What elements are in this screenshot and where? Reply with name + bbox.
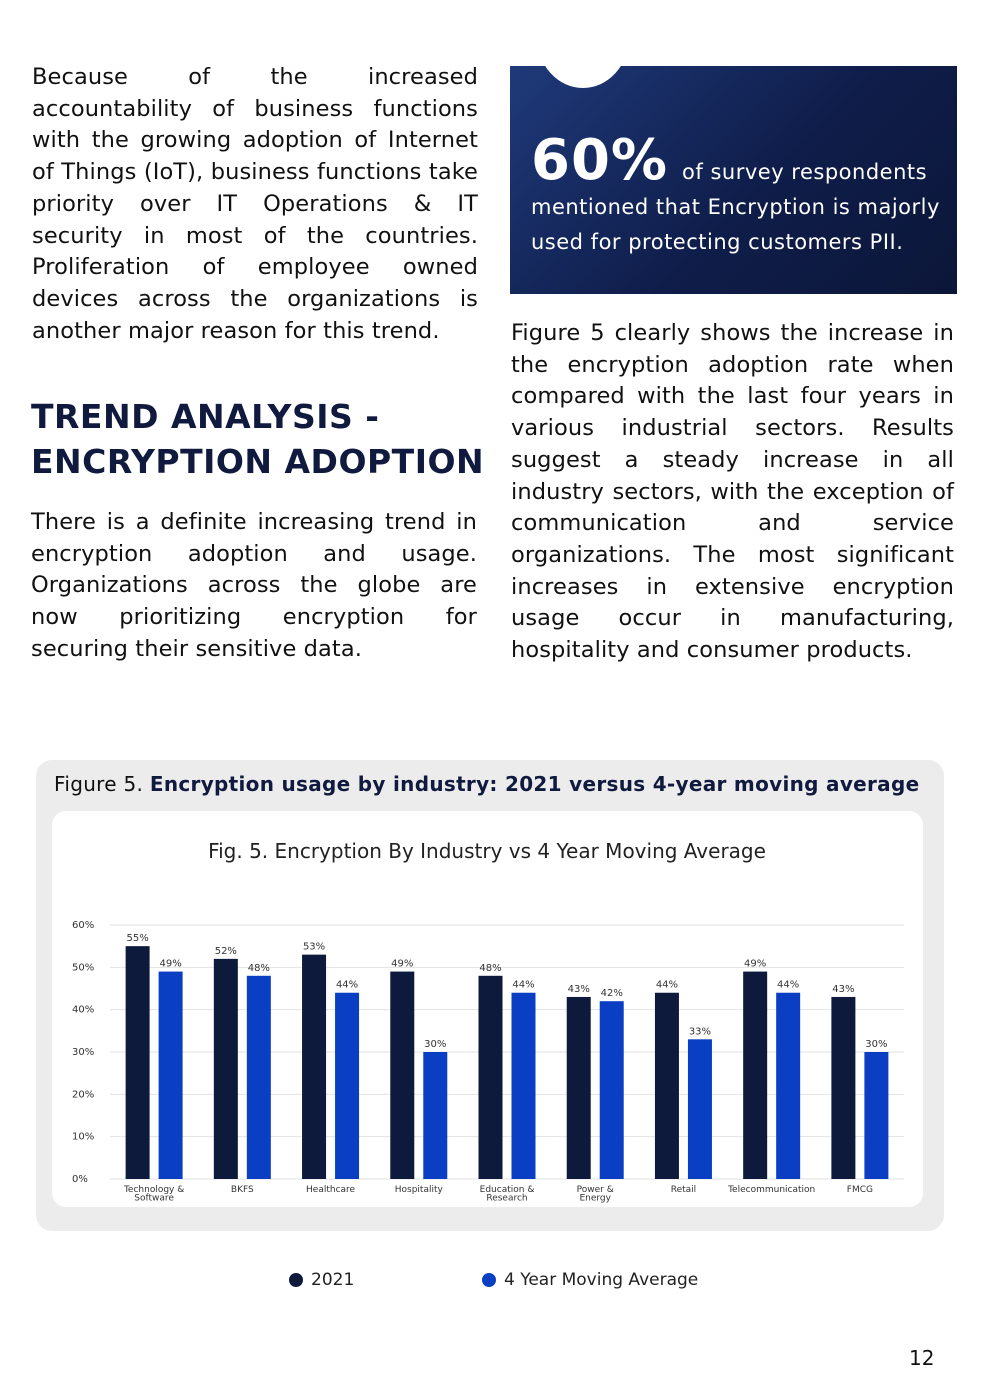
y-tick-label: 40% — [72, 1005, 94, 1016]
section-heading-line-1: TREND ANALYSIS - — [31, 397, 380, 436]
x-category-label: BKFS — [231, 1185, 254, 1195]
figure-discussion-paragraph: Figure 5 clearly shows the increase in t… — [511, 320, 954, 664]
legend-dot-2021 — [289, 1273, 303, 1287]
bar-moving-average — [511, 992, 536, 1179]
x-category-label: Energy — [579, 1194, 611, 1204]
bar-moving-average — [864, 1052, 889, 1179]
page-number: 12 — [909, 1346, 935, 1370]
data-label-moving-average: 42% — [601, 988, 623, 999]
stat-callout: 60% of survey respondents mentioned that … — [510, 66, 957, 294]
bar-2021 — [654, 992, 679, 1179]
bar-2021 — [566, 996, 591, 1179]
y-tick-label: 50% — [72, 962, 94, 973]
bar-2021 — [302, 954, 327, 1179]
data-label-2021: 44% — [656, 980, 678, 991]
x-category-label: Healthcare — [306, 1185, 356, 1195]
y-tick-label: 30% — [72, 1047, 94, 1058]
y-tick-label: 0% — [72, 1174, 88, 1185]
data-label-moving-average: 44% — [777, 980, 799, 991]
y-tick-label: 60% — [72, 920, 94, 931]
bar-2021 — [390, 971, 415, 1179]
x-category-label: Education & — [480, 1185, 535, 1195]
bar-moving-average — [687, 1039, 712, 1179]
data-label-2021: 48% — [479, 963, 501, 974]
x-category-label: Software — [134, 1194, 174, 1204]
legend-label-2021: 2021 — [311, 1270, 355, 1290]
legend-label-moving-average: 4 Year Moving Average — [504, 1270, 699, 1290]
data-label-moving-average: 30% — [424, 1039, 446, 1050]
data-label-2021: 43% — [568, 984, 590, 995]
bar-2021 — [743, 971, 768, 1179]
data-label-moving-average: 44% — [336, 980, 358, 991]
callout-notch-decoration — [537, 66, 629, 88]
data-label-2021: 53% — [303, 942, 325, 953]
intro-paragraph: Because of the increased accountability … — [32, 64, 478, 344]
data-label-moving-average: 44% — [512, 980, 534, 991]
callout-text: mentioned that Encryption is majorly use… — [531, 195, 940, 254]
bar-moving-average — [599, 1001, 624, 1179]
figure-caption-title: Encryption usage by industry: 2021 versu… — [149, 772, 920, 796]
section-heading: TREND ANALYSIS - ENCRYPTION ADOPTION — [31, 394, 491, 484]
data-label-2021: 49% — [744, 959, 766, 970]
chart-title: Fig. 5. Encryption By Industry vs 4 Year… — [208, 839, 766, 863]
bar-2021 — [125, 946, 150, 1179]
section-heading-line-2: ENCRYPTION ADOPTION — [31, 442, 485, 481]
x-category-label: Telecommunication — [727, 1185, 815, 1195]
bar-2021 — [213, 958, 238, 1179]
x-category-label: Retail — [671, 1185, 696, 1195]
data-label-moving-average: 30% — [865, 1039, 887, 1050]
y-tick-label: 20% — [72, 1089, 94, 1100]
data-label-moving-average: 49% — [159, 959, 181, 970]
legend-dot-moving-average — [482, 1273, 496, 1287]
trend-paragraph: There is a definite increasing trend in … — [31, 509, 477, 662]
x-category-label: Technology & — [123, 1185, 184, 1195]
bar-2021 — [831, 996, 856, 1179]
x-category-label: Research — [486, 1194, 527, 1204]
x-category-label: Hospitality — [395, 1185, 444, 1195]
data-label-moving-average: 48% — [248, 963, 270, 974]
bar-2021 — [478, 975, 503, 1179]
legend-item-2021: 2021 — [289, 1270, 354, 1290]
bar-moving-average — [423, 1052, 448, 1179]
callout-stat-value: 60% — [531, 128, 669, 193]
bar-moving-average — [335, 992, 360, 1179]
data-label-2021: 52% — [215, 946, 237, 957]
bar-moving-average — [776, 992, 801, 1179]
data-label-2021: 55% — [126, 933, 148, 944]
x-category-label: Power & — [577, 1185, 614, 1195]
x-category-label: FMCG — [847, 1185, 873, 1195]
data-label-2021: 49% — [391, 959, 413, 970]
data-label-moving-average: 33% — [689, 1026, 711, 1037]
bar-moving-average — [158, 971, 183, 1179]
data-label-2021: 43% — [832, 984, 854, 995]
callout-stat-label: of survey respondents — [682, 160, 928, 184]
y-tick-label: 10% — [72, 1132, 94, 1143]
legend-item-moving-average: 4 Year Moving Average — [482, 1270, 698, 1290]
bar-moving-average — [246, 975, 271, 1179]
figure-caption-prefix: Figure 5. — [54, 772, 144, 796]
figure-caption: Figure 5. Encryption usage by industry: … — [54, 772, 919, 796]
bar-chart: Fig. 5. Encryption By Industry vs 4 Year… — [72, 839, 904, 1204]
callout-stat-line: 60% of survey respondents — [531, 128, 927, 193]
